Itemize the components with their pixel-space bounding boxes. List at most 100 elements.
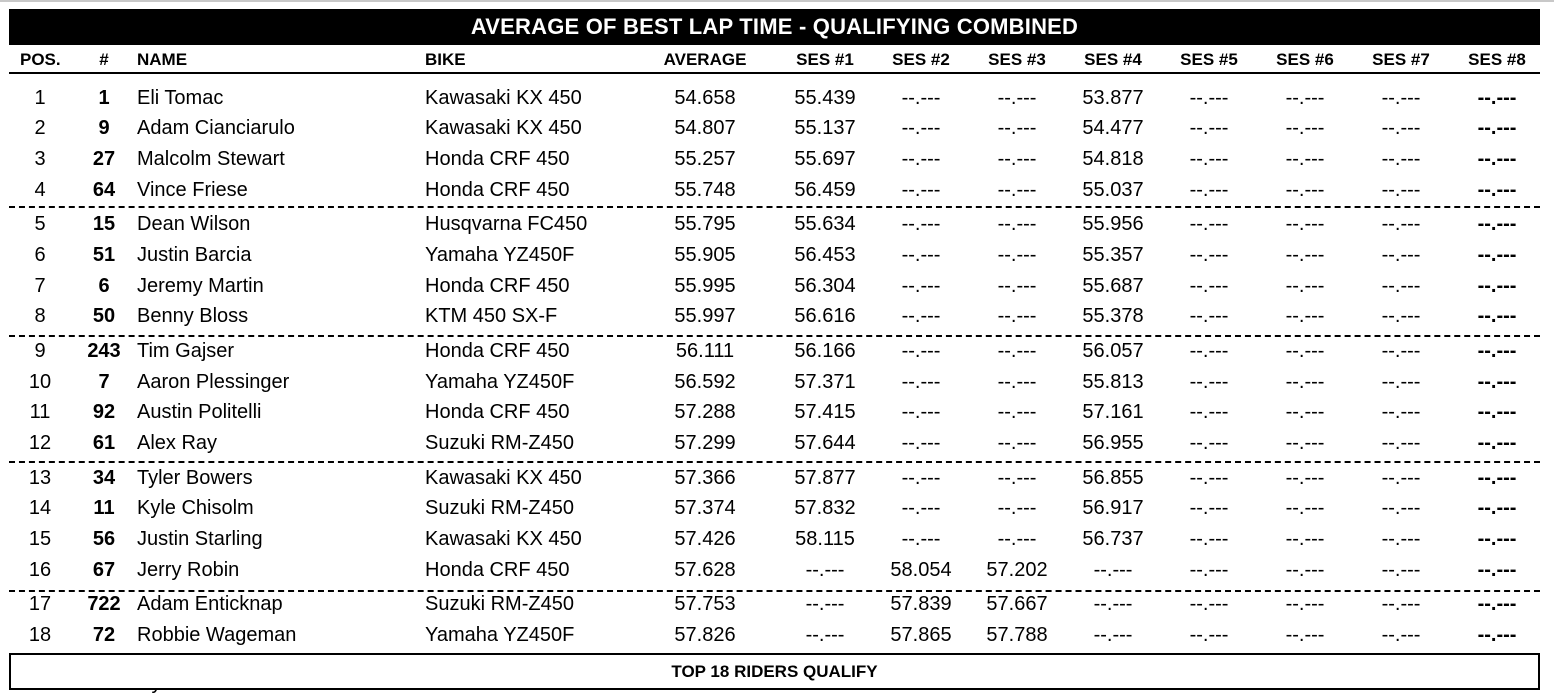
partial-pos: 19 <box>20 688 60 698</box>
rider-name: Adam Cianciarulo <box>137 117 295 139</box>
rider-ses-2: --.--- <box>901 401 941 423</box>
rider-pos: 14 <box>28 497 52 519</box>
rider-ses-4: 55.687 <box>1082 275 1144 297</box>
rider-ses-4: 55.813 <box>1082 371 1144 393</box>
table-row: 15 56 Justin Starling Kawasaki KX 450 57.426… <box>0 524 1554 554</box>
rider-pos: 17 <box>28 593 52 615</box>
rider-ses-7: --.--- <box>1381 467 1421 489</box>
header-bike: BIKE <box>425 50 466 69</box>
rider-pos: 3 <box>34 148 46 170</box>
header-ses-2: SES #2 <box>892 50 950 69</box>
rider-number: 34 <box>92 467 116 489</box>
rider-ses-4: --.--- <box>1093 559 1133 581</box>
rider-ses-5: --.--- <box>1189 401 1229 423</box>
rider-ses-8: --.--- <box>1477 371 1517 393</box>
rider-ses-6: --.--- <box>1285 528 1325 550</box>
rider-ses-7: --.--- <box>1381 148 1421 170</box>
rider-ses-4: 56.955 <box>1082 432 1144 454</box>
rider-ses-3: --.--- <box>997 432 1037 454</box>
rider-average: 56.592 <box>674 371 736 393</box>
table-row: 9 243 Tim Gajser Honda CRF 450 56.111 56.166 -… <box>0 336 1554 366</box>
rider-ses-1: 55.137 <box>794 117 856 139</box>
header-number: # <box>99 50 109 69</box>
rider-ses-6: --.--- <box>1285 624 1325 646</box>
rider-bike: Honda CRF 450 <box>425 340 570 362</box>
rider-bike: Yamaha YZ450F <box>425 244 575 266</box>
rider-ses-4: 55.037 <box>1082 179 1144 201</box>
group-divider <box>9 461 1540 463</box>
rider-ses-5: --.--- <box>1189 305 1229 327</box>
rider-bike: Kawasaki KX 450 <box>425 528 582 550</box>
rider-ses-1: 56.304 <box>794 275 856 297</box>
rider-average: 55.995 <box>674 275 736 297</box>
rider-ses-4: --.--- <box>1093 593 1133 615</box>
rider-ses-6: --.--- <box>1285 401 1325 423</box>
rider-pos: 7 <box>34 275 46 297</box>
rider-ses-5: --.--- <box>1189 624 1229 646</box>
table-row: 7 6 Jeremy Martin Honda CRF 450 55.995 56.304… <box>0 271 1554 301</box>
rider-average: 55.997 <box>674 305 736 327</box>
rider-ses-1: 57.644 <box>794 432 856 454</box>
rider-ses-7: --.--- <box>1381 559 1421 581</box>
rider-ses-5: --.--- <box>1189 117 1229 139</box>
header-name: NAME <box>137 50 188 69</box>
rider-number: 61 <box>92 432 116 454</box>
rider-ses-3: --.--- <box>997 117 1037 139</box>
rider-ses-1: 55.634 <box>794 213 856 235</box>
rider-ses-1: 58.115 <box>795 528 855 550</box>
header-pos: POS. <box>20 50 61 69</box>
rider-bike: Honda CRF 450 <box>425 148 570 170</box>
rider-ses-6: --.--- <box>1285 87 1325 109</box>
rider-name: Tyler Bowers <box>137 467 253 489</box>
rider-ses-6: --.--- <box>1285 213 1325 235</box>
rider-bike: KTM 450 SX-F <box>425 305 558 327</box>
rider-average: 57.366 <box>674 467 736 489</box>
rider-bike: Yamaha YZ450F <box>425 371 575 393</box>
rider-ses-4: 55.378 <box>1082 305 1144 327</box>
rider-number: 11 <box>93 497 115 519</box>
rider-ses-6: --.--- <box>1285 371 1325 393</box>
header-average: AVERAGE <box>663 50 747 69</box>
rider-name: Aaron Plessinger <box>137 371 290 393</box>
rider-ses-8: --.--- <box>1477 467 1517 489</box>
rider-bike: Suzuki RM-Z450 <box>425 593 574 615</box>
partial-average: 57.879 <box>660 688 750 698</box>
rider-average: 54.658 <box>674 87 736 109</box>
rider-pos: 2 <box>34 117 46 139</box>
rider-number: 51 <box>92 244 116 266</box>
rider-ses-7: --.--- <box>1381 275 1421 297</box>
rider-ses-2: --.--- <box>901 305 941 327</box>
header-ses-8: SES #8 <box>1468 50 1526 69</box>
rider-ses-1: 55.439 <box>794 87 856 109</box>
rider-pos: 15 <box>28 528 52 550</box>
rider-ses-3: --.--- <box>997 497 1037 519</box>
rider-ses-4: --.--- <box>1093 624 1133 646</box>
rider-ses-3: --.--- <box>997 213 1037 235</box>
rider-number: 27 <box>92 148 116 170</box>
rider-ses-7: --.--- <box>1381 528 1421 550</box>
table-row: 8 50 Benny Bloss KTM 450 SX-F 55.997 56.616 --… <box>0 301 1554 331</box>
rider-ses-6: --.--- <box>1285 432 1325 454</box>
rider-ses-7: --.--- <box>1381 624 1421 646</box>
header-ses-3: SES #3 <box>988 50 1046 69</box>
rider-ses-2: --.--- <box>901 371 941 393</box>
rider-ses-3: --.--- <box>997 179 1037 201</box>
rider-ses-2: --.--- <box>901 244 941 266</box>
group-divider <box>9 335 1540 337</box>
rider-ses-1: --.--- <box>805 559 845 581</box>
rider-ses-8: --.--- <box>1477 593 1517 615</box>
rider-ses-8: --.--- <box>1477 117 1517 139</box>
rider-ses-8: --.--- <box>1477 559 1517 581</box>
rider-name: Jeremy Martin <box>137 275 264 297</box>
rider-bike: Suzuki RM-Z450 <box>425 432 574 454</box>
rider-pos: 6 <box>34 244 46 266</box>
table-row: 14 11 Kyle Chisolm Suzuki RM-Z450 57.374 57.8… <box>0 493 1554 523</box>
rider-number: 1 <box>98 87 110 109</box>
rider-ses-1: 57.832 <box>794 497 856 519</box>
report-title: AVERAGE OF BEST LAP TIME - QUALIFYING CO… <box>9 9 1540 45</box>
rider-name: Benny Bloss <box>137 305 249 327</box>
table-row: 1 1 Eli Tomac Kawasaki KX 450 54.658 55.439 --… <box>0 83 1554 113</box>
rider-ses-2: --.--- <box>901 340 941 362</box>
header-ses-4: SES #4 <box>1084 50 1142 69</box>
rider-name: Tim Gajser <box>137 340 235 362</box>
